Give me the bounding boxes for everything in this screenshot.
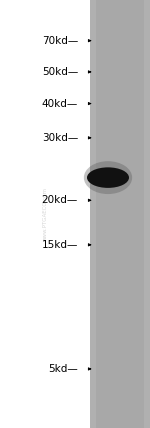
- Text: 50kd—: 50kd—: [42, 67, 78, 77]
- Text: 5kd—: 5kd—: [48, 364, 78, 374]
- Ellipse shape: [87, 167, 129, 188]
- Text: 30kd—: 30kd—: [42, 133, 78, 143]
- Text: www.PTGAECO.com: www.PTGAECO.com: [42, 187, 48, 241]
- Text: 40kd—: 40kd—: [42, 98, 78, 109]
- Text: 20kd—: 20kd—: [42, 195, 78, 205]
- Ellipse shape: [84, 161, 132, 194]
- Bar: [90, 0, 150, 428]
- Text: 15kd—: 15kd—: [42, 240, 78, 250]
- Text: 70kd—: 70kd—: [42, 36, 78, 46]
- Bar: [96, 0, 144, 428]
